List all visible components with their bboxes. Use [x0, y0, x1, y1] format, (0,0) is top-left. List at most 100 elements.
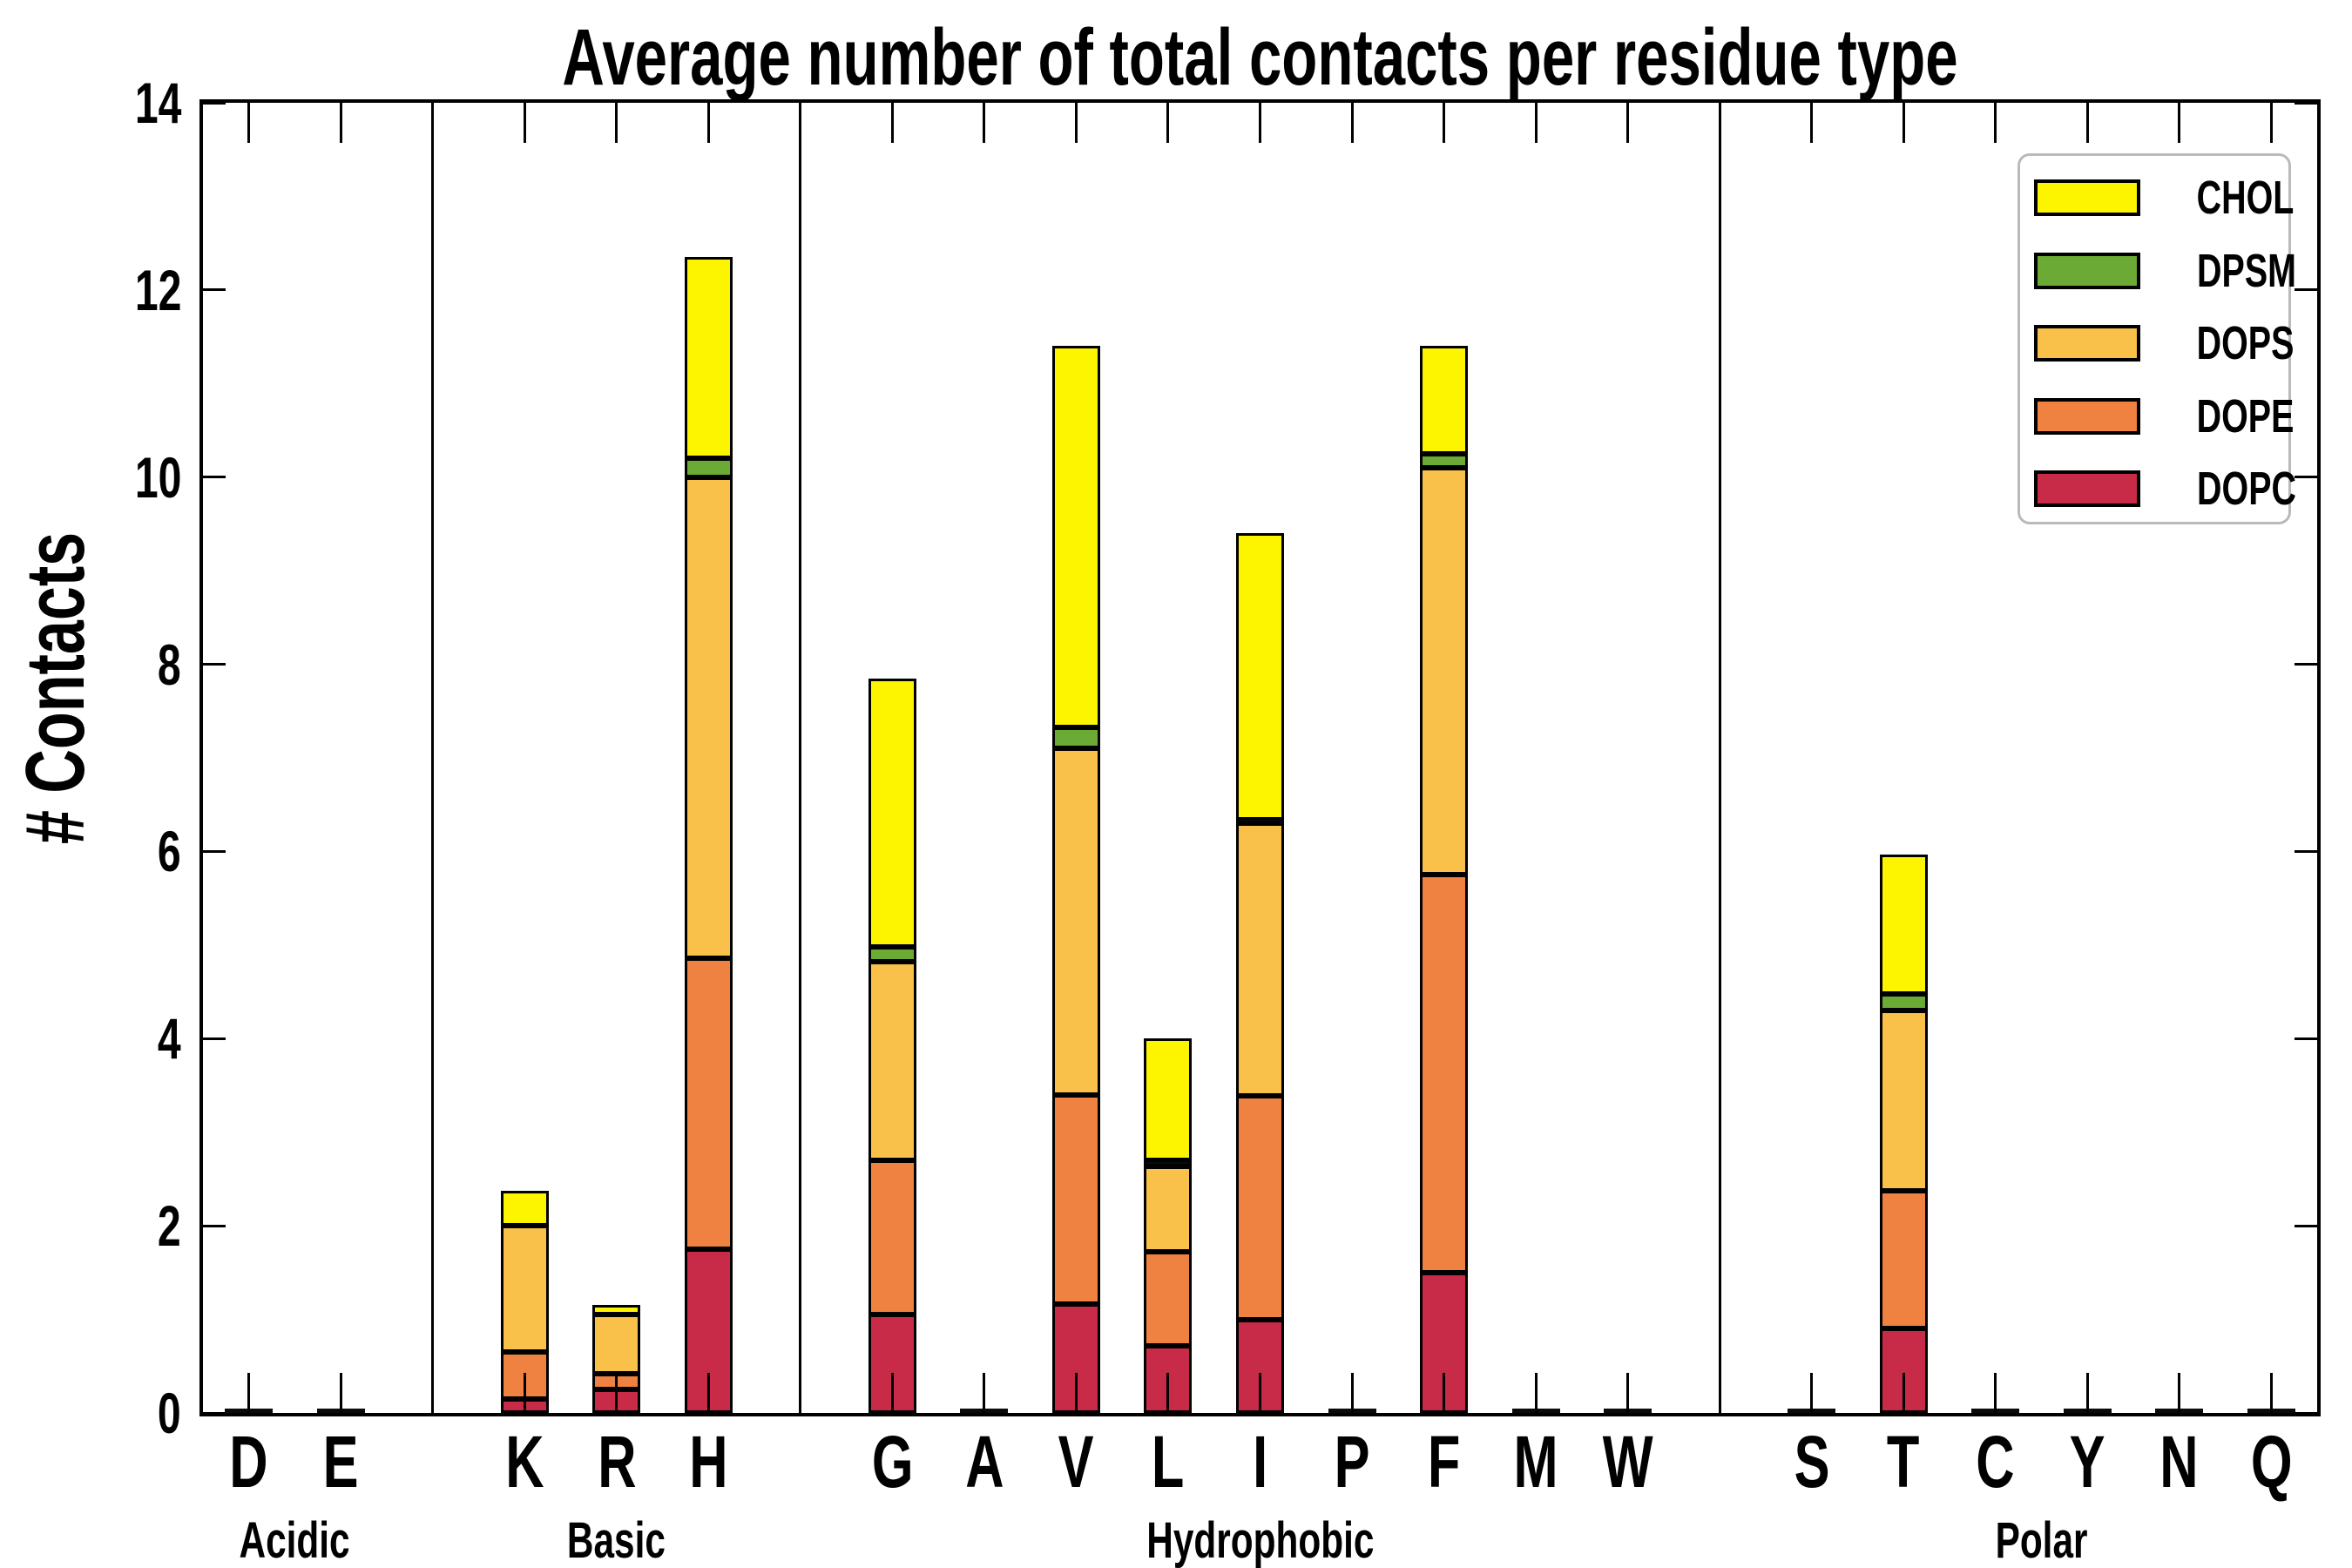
y-tick-value: 0	[158, 1381, 181, 1445]
legend-label-DOPC: DOPC	[2197, 463, 2296, 515]
segment-L-CHOL	[1144, 1038, 1193, 1160]
x-tick-top-R	[615, 103, 618, 143]
residue-label-Y: Y	[1991, 1425, 2183, 1498]
y-tick-label-2: 2	[0, 1197, 181, 1254]
residue-letter: F	[1427, 1421, 1461, 1503]
segment-G-CHOL	[868, 678, 916, 948]
residue-letter: E	[322, 1421, 359, 1503]
residue-label-Q: Q	[2175, 1425, 2352, 1498]
legend: CHOL DPSM DOPS DOPE DOPC	[2017, 153, 2296, 524]
x-tick-top-N	[2178, 103, 2181, 143]
legend-swatch-CHOL	[2034, 179, 2140, 216]
x-tick-top-V	[1074, 103, 1078, 143]
y-tick-0	[203, 1411, 226, 1415]
residue-letter: Y	[2069, 1421, 2105, 1503]
x-tick-bottom-G	[890, 1373, 894, 1413]
segment-V-DOPS	[1051, 748, 1100, 1095]
x-tick-bottom-W	[1626, 1373, 1630, 1413]
residue-label-P: P	[1256, 1425, 1448, 1498]
group-label-text: Polar	[1995, 1512, 2088, 1568]
x-tick-bottom-H	[706, 1373, 710, 1413]
segment-T-DPSM	[1879, 993, 1928, 1011]
x-tick-top-H	[706, 103, 710, 143]
legend-label-DOPS: DOPS	[2196, 317, 2295, 369]
y-tick-4	[203, 1037, 226, 1040]
plot-frame	[199, 99, 2321, 1416]
group-label-acidic: Acidic	[112, 1516, 478, 1566]
legend-swatch-DOPC	[2034, 470, 2140, 507]
y-tick-right-2	[2295, 1224, 2317, 1227]
residue-letter: I	[1252, 1421, 1268, 1503]
residue-letter: N	[2159, 1421, 2199, 1503]
x-tick-bottom-V	[1074, 1373, 1078, 1413]
segment-V-DPSM	[1051, 727, 1100, 749]
segment-V-CHOL	[1051, 346, 1100, 727]
segment-T-CHOL	[1879, 854, 1928, 994]
x-tick-top-F	[1443, 103, 1446, 143]
segment-K-DOPS	[500, 1226, 549, 1353]
segment-K-CHOL	[500, 1191, 549, 1227]
group-label-text: Acidic	[239, 1512, 351, 1568]
legend-swatch-DOPS	[2034, 325, 2140, 362]
group-label-text: Hydrophobic	[1146, 1512, 1375, 1568]
legend-label-CHOL: CHOL	[2196, 172, 2295, 224]
segment-I-DOPS	[1236, 823, 1284, 1096]
residue-label-S: S	[1716, 1425, 1908, 1498]
residue-letter: P	[1334, 1421, 1370, 1503]
residue-letter: T	[1887, 1421, 1920, 1503]
x-tick-bottom-I	[1259, 1373, 1261, 1413]
residue-label-T: T	[1808, 1425, 1999, 1498]
residue-letter: L	[1152, 1421, 1185, 1503]
residue-letter: K	[505, 1421, 544, 1503]
x-tick-top-I	[1259, 103, 1261, 143]
y-tick-label-0: 0	[0, 1384, 181, 1442]
y-tick-value: 8	[158, 632, 181, 697]
y-tick-label-10: 10	[0, 449, 181, 506]
residue-label-L: L	[1072, 1425, 1264, 1498]
x-tick-bottom-D	[247, 1373, 251, 1413]
x-tick-bottom-Y	[2085, 1373, 2089, 1413]
x-tick-top-P	[1350, 103, 1354, 143]
x-tick-bottom-Q	[2269, 1373, 2273, 1413]
x-tick-top-T	[1902, 103, 1905, 143]
y-tick-right-12	[2295, 288, 2317, 292]
x-tick-top-K	[523, 103, 526, 143]
x-tick-top-G	[890, 103, 894, 143]
segment-F-CHOL	[1420, 346, 1469, 454]
residue-label-K: K	[429, 1425, 620, 1498]
residue-letter: R	[597, 1421, 636, 1503]
x-tick-bottom-K	[523, 1373, 526, 1413]
x-tick-top-D	[247, 103, 251, 143]
segment-K-DOPE	[500, 1352, 549, 1399]
residue-label-D: D	[153, 1425, 345, 1498]
x-tick-top-W	[1626, 103, 1630, 143]
segment-I-CHOL	[1236, 533, 1284, 820]
residue-label-M: M	[1440, 1425, 1632, 1498]
segment-V-DOPE	[1051, 1094, 1100, 1305]
residue-label-R: R	[521, 1425, 713, 1498]
residue-letter: A	[964, 1421, 1004, 1503]
segment-G-DOPE	[868, 1159, 916, 1315]
x-tick-bottom-T	[1902, 1373, 1905, 1413]
x-tick-top-M	[1534, 103, 1538, 143]
residue-letter: D	[229, 1421, 268, 1503]
y-tick-label-6: 6	[0, 822, 181, 880]
group-separator-2	[1718, 103, 1721, 1413]
residue-label-F: F	[1348, 1425, 1540, 1498]
legend-swatch-DOPE	[2034, 397, 2140, 435]
x-tick-top-L	[1166, 103, 1170, 143]
group-label-hydrophobic: Hydrophobic	[1078, 1516, 1443, 1566]
segment-R-CHOL	[592, 1305, 641, 1315]
residue-letter: V	[1058, 1421, 1094, 1503]
y-tick-12	[203, 288, 226, 292]
x-tick-bottom-M	[1534, 1373, 1538, 1413]
residue-letter: Q	[2250, 1421, 2293, 1503]
group-separator-0	[431, 103, 435, 1413]
segment-L-DPSM	[1144, 1159, 1193, 1167]
x-tick-top-Q	[2269, 103, 2273, 143]
x-tick-bottom-N	[2178, 1373, 2181, 1413]
group-separator-1	[799, 103, 802, 1413]
x-tick-bottom-P	[1350, 1373, 1354, 1413]
residue-letter: H	[689, 1421, 728, 1503]
group-label-polar: Polar	[1858, 1516, 2224, 1566]
